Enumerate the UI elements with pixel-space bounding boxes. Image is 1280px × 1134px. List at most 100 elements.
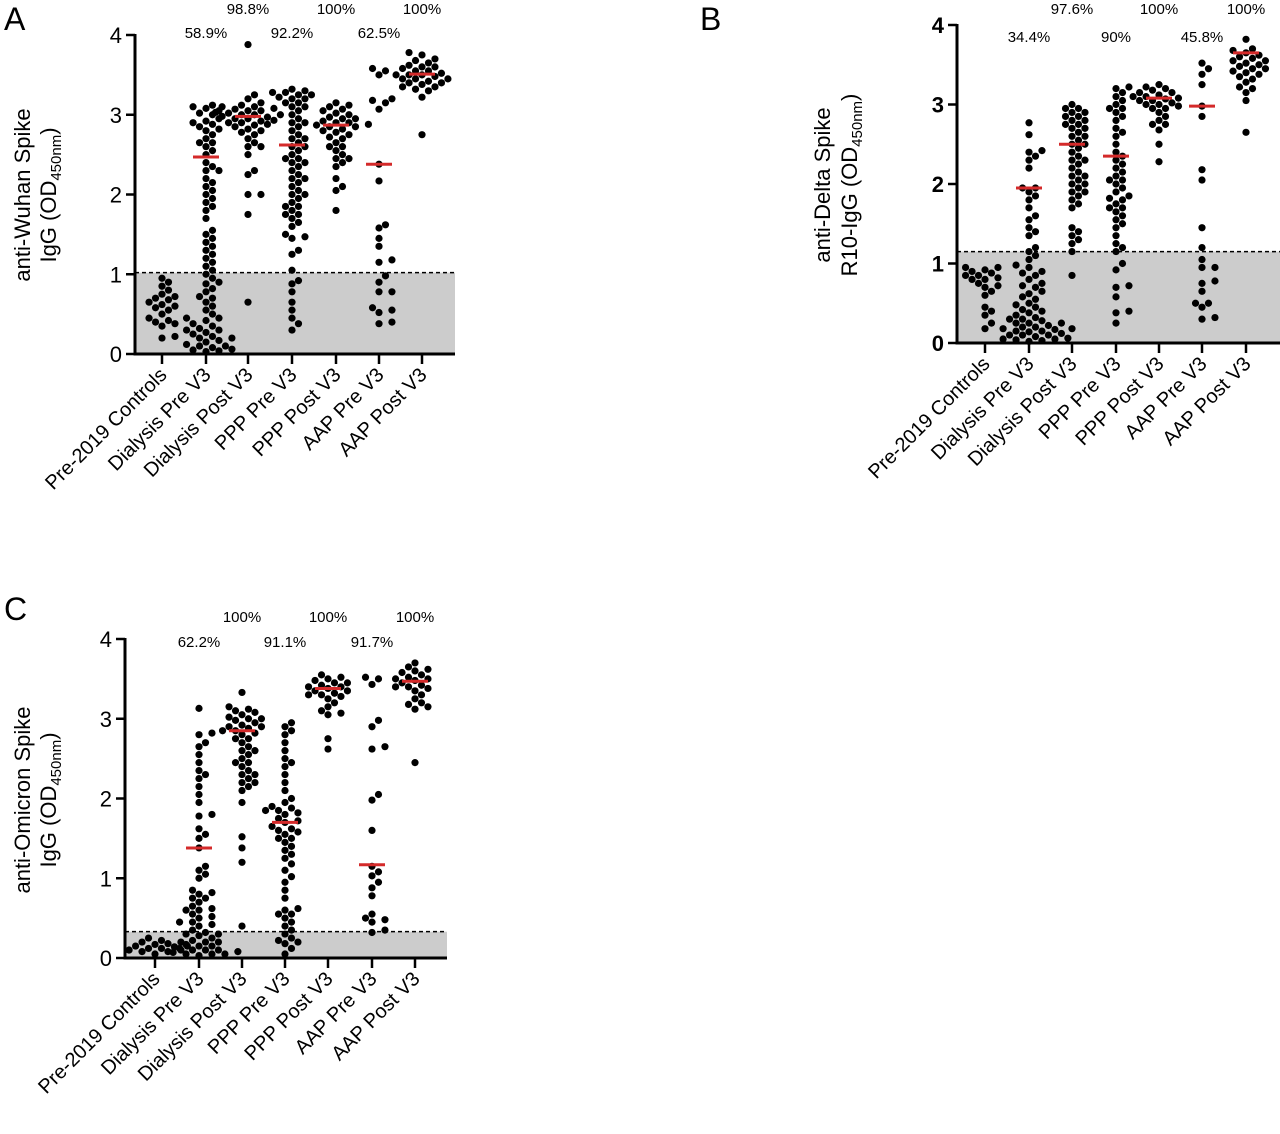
data-point <box>281 914 289 922</box>
data-point <box>368 918 376 926</box>
data-point <box>1112 124 1120 132</box>
data-point <box>250 131 259 139</box>
data-point <box>1242 59 1250 67</box>
data-point <box>281 798 289 807</box>
data-point <box>208 202 217 211</box>
data-point <box>1031 228 1040 236</box>
data-point <box>968 267 976 276</box>
percent-label: 100% <box>403 1 441 18</box>
data-point <box>361 914 370 922</box>
data-point <box>375 242 383 250</box>
data-point <box>202 298 210 306</box>
data-point <box>1068 156 1076 164</box>
percent-label: 62.2% <box>178 634 221 651</box>
data-point <box>287 918 296 926</box>
data-point <box>215 336 223 345</box>
data-point <box>1074 160 1083 168</box>
data-point <box>231 123 239 131</box>
data-point <box>251 778 259 787</box>
data-point <box>1025 328 1033 336</box>
data-point <box>1025 196 1033 204</box>
data-point <box>1068 124 1076 132</box>
data-point <box>294 194 303 203</box>
data-point <box>1229 57 1237 65</box>
data-point <box>208 344 217 352</box>
data-point <box>202 182 210 191</box>
data-point <box>208 226 217 234</box>
data-point <box>1038 279 1046 287</box>
percent-label: 91.1% <box>264 634 307 651</box>
data-point <box>257 190 265 199</box>
data-point <box>1025 275 1033 283</box>
data-point <box>208 250 217 258</box>
data-point <box>1198 315 1206 323</box>
data-point <box>261 806 270 815</box>
data-point <box>1235 62 1244 70</box>
data-point <box>251 747 259 755</box>
data-point <box>999 335 1007 343</box>
data-point <box>1229 67 1237 75</box>
data-point <box>231 707 240 715</box>
data-point <box>381 272 390 280</box>
data-point <box>1025 255 1033 264</box>
data-point <box>1038 337 1046 345</box>
data-point <box>225 703 233 711</box>
data-point <box>202 230 210 238</box>
data-point <box>1057 329 1065 338</box>
data-point <box>288 151 296 159</box>
data-point <box>319 117 327 125</box>
data-point <box>330 679 339 687</box>
percent-label: 100% <box>309 609 347 626</box>
data-point <box>208 920 216 929</box>
y-tick-label: 4 <box>100 627 112 652</box>
data-point <box>281 894 289 902</box>
data-point <box>281 155 290 163</box>
data-point <box>250 166 259 175</box>
data-point <box>1248 54 1257 62</box>
data-point <box>214 930 223 938</box>
data-point <box>144 934 153 942</box>
data-point <box>1118 160 1127 168</box>
data-point <box>332 128 340 136</box>
data-point <box>388 288 396 296</box>
data-point <box>1242 88 1250 97</box>
data-point <box>1211 277 1219 285</box>
data-point <box>151 294 160 302</box>
percent-label: 100% <box>223 609 261 626</box>
data-point <box>164 940 172 948</box>
data-point <box>288 314 296 322</box>
data-point <box>281 866 289 874</box>
data-point <box>330 689 339 697</box>
data-point <box>195 898 203 906</box>
data-point <box>288 182 296 191</box>
data-point <box>238 798 246 807</box>
data-point <box>250 103 259 111</box>
data-point <box>294 246 303 254</box>
data-point <box>195 798 203 807</box>
data-point <box>188 926 197 934</box>
data-point <box>182 340 191 349</box>
data-point <box>1012 261 1020 269</box>
data-point <box>244 759 253 767</box>
data-point <box>1081 156 1089 164</box>
data-point <box>287 727 296 735</box>
data-point <box>1155 158 1163 166</box>
data-point <box>987 319 996 327</box>
data-point <box>1012 319 1020 327</box>
data-point <box>343 679 352 687</box>
data-point <box>1031 295 1040 303</box>
data-point <box>405 48 413 57</box>
data-point <box>1018 269 1027 277</box>
data-point <box>182 940 190 949</box>
data-point <box>276 111 284 119</box>
data-point <box>244 751 253 759</box>
data-point <box>238 844 246 852</box>
data-point <box>288 326 296 334</box>
data-point <box>288 234 296 242</box>
data-point <box>189 103 197 111</box>
data-point <box>301 135 309 143</box>
data-point <box>1025 319 1033 327</box>
data-point <box>164 286 173 294</box>
data-point <box>202 104 210 112</box>
